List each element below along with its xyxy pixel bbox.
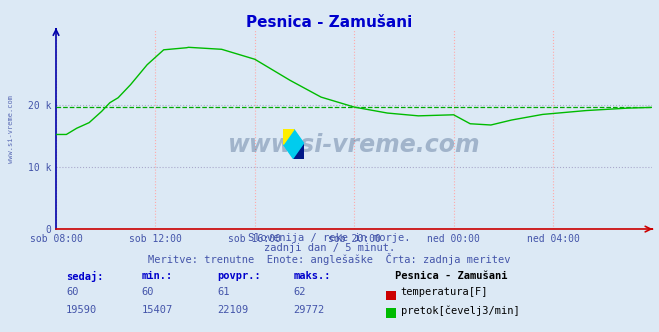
Text: maks.:: maks.: [293, 271, 331, 281]
Text: Meritve: trenutne  Enote: anglešaške  Črta: zadnja meritev: Meritve: trenutne Enote: anglešaške Črta… [148, 253, 511, 265]
Polygon shape [294, 144, 304, 159]
Text: 60: 60 [142, 287, 154, 297]
Polygon shape [283, 129, 304, 159]
Text: min.:: min.: [142, 271, 173, 281]
Text: zadnji dan / 5 minut.: zadnji dan / 5 minut. [264, 243, 395, 253]
Text: Pesnica - Zamušani: Pesnica - Zamušani [246, 15, 413, 30]
Text: 61: 61 [217, 287, 230, 297]
Text: temperatura[F]: temperatura[F] [401, 287, 488, 297]
Text: sedaj:: sedaj: [66, 271, 103, 282]
Text: 62: 62 [293, 287, 306, 297]
Text: povpr.:: povpr.: [217, 271, 261, 281]
Polygon shape [283, 129, 294, 144]
Text: 19590: 19590 [66, 305, 97, 315]
Text: Slovenija / reke in morje.: Slovenija / reke in morje. [248, 233, 411, 243]
Text: 60: 60 [66, 287, 78, 297]
Text: www.si-vreme.com: www.si-vreme.com [8, 96, 14, 163]
Text: www.si-vreme.com: www.si-vreme.com [228, 133, 480, 157]
Text: pretok[čevelj3/min]: pretok[čevelj3/min] [401, 305, 519, 316]
Text: 22109: 22109 [217, 305, 248, 315]
Text: Pesnica - Zamušani: Pesnica - Zamušani [395, 271, 508, 281]
Text: 15407: 15407 [142, 305, 173, 315]
Text: 29772: 29772 [293, 305, 324, 315]
